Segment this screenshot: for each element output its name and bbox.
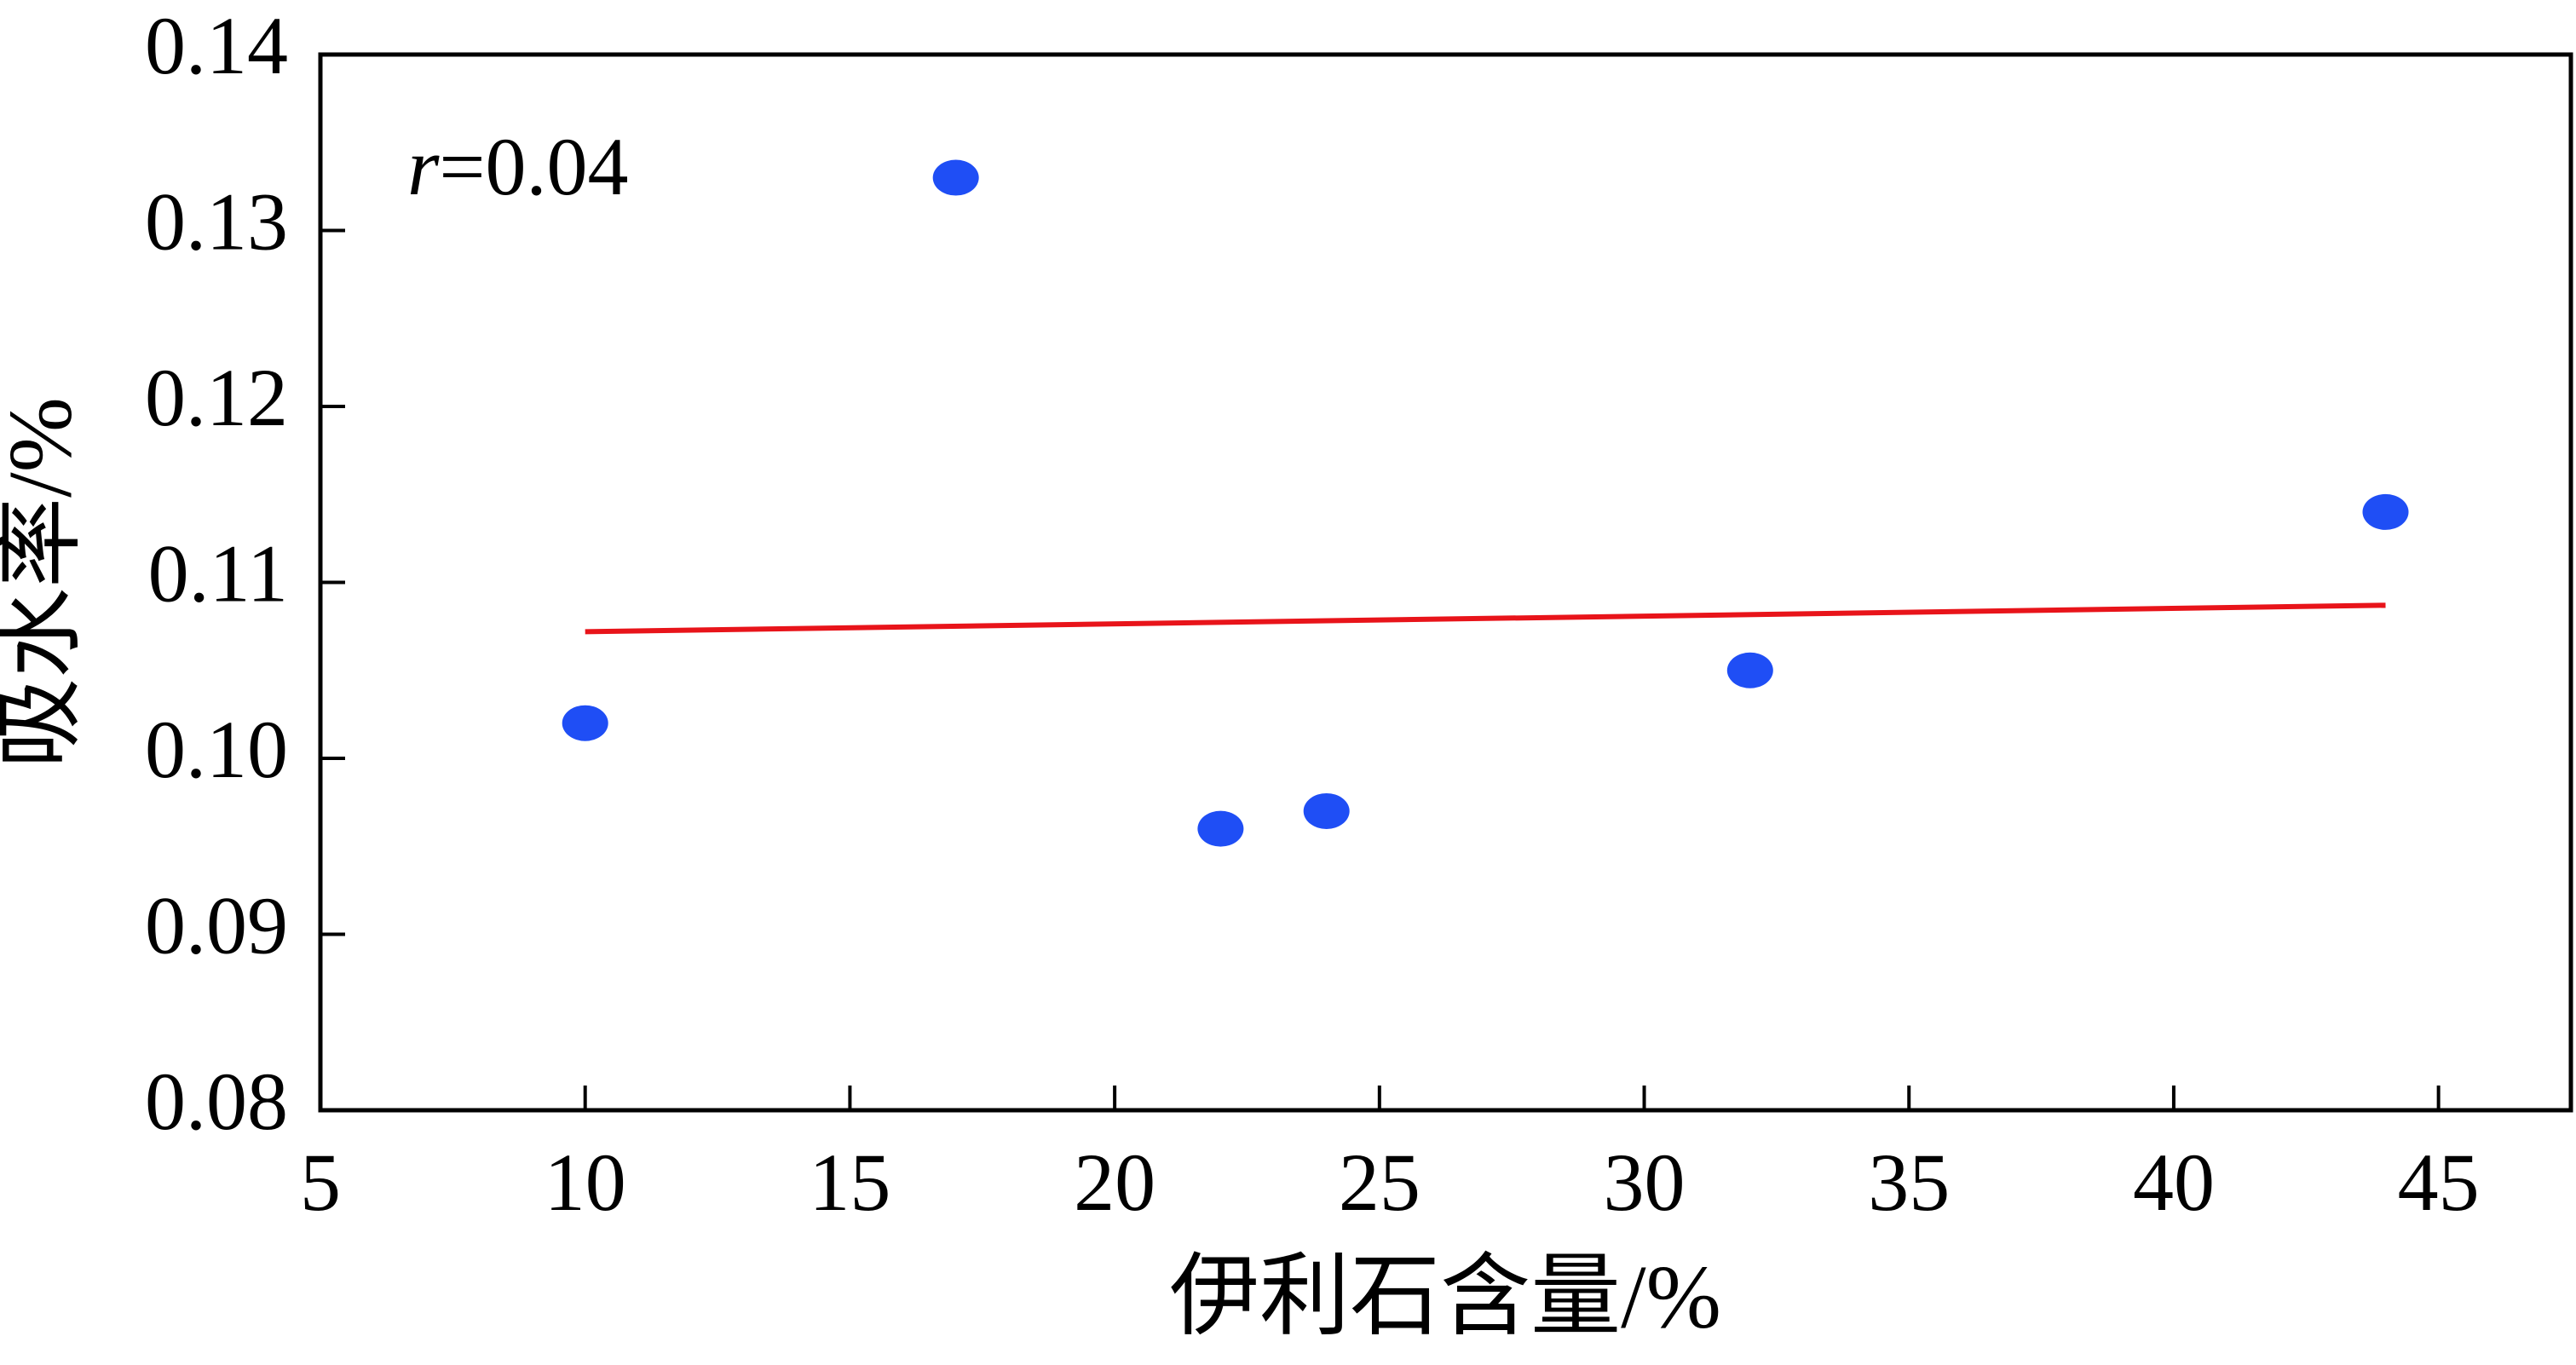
- trend-line: [585, 602, 2386, 635]
- y-tick-label: 0.10: [145, 704, 288, 795]
- x-axis-label: 伊利石含量/%: [1169, 1247, 1721, 1346]
- x-tick-label: 35: [1868, 1137, 1950, 1228]
- x-tick-label: 25: [1339, 1137, 1421, 1228]
- x-tick-label: 5: [300, 1137, 341, 1228]
- y-tick-label: 0.13: [145, 176, 288, 268]
- y-tick-label: 0.08: [145, 1056, 288, 1147]
- x-tick-label: 30: [1604, 1137, 1686, 1228]
- y-axis-label: 吸水率/%: [0, 397, 89, 769]
- y-tick-label: 0.11: [148, 528, 288, 619]
- point: [1197, 810, 1244, 847]
- point: [1726, 652, 1773, 688]
- point: [932, 159, 979, 196]
- y-tick-label: 0.09: [145, 880, 288, 971]
- x-tick-label: 45: [2398, 1137, 2480, 1228]
- annotation: r=0.04: [407, 121, 629, 212]
- y-tick-label: 0.14: [145, 0, 288, 91]
- point: [562, 705, 608, 741]
- point: [1303, 792, 1350, 829]
- x-tick-label: 10: [545, 1137, 626, 1228]
- x-tick-label: 15: [809, 1137, 890, 1228]
- x-tick-label: 40: [2133, 1137, 2215, 1228]
- annotation-symbol: r: [407, 121, 440, 212]
- annotation-text: =0.04: [439, 121, 628, 212]
- plot-frame: [318, 52, 2573, 1113]
- y-tick-label: 0.12: [145, 352, 288, 443]
- point: [2362, 493, 2409, 530]
- x-tick-label: 20: [1074, 1137, 1155, 1228]
